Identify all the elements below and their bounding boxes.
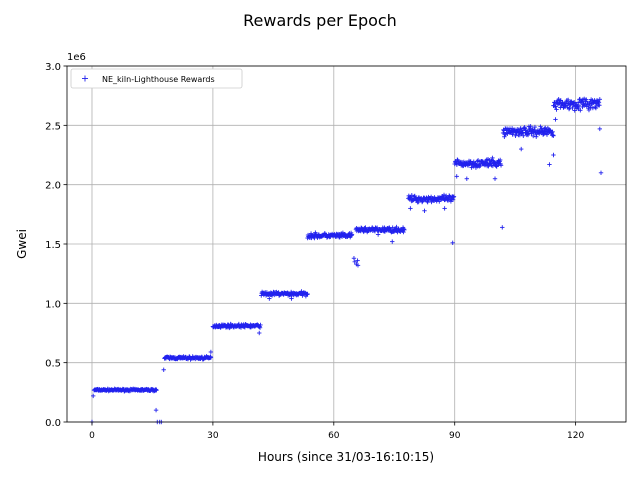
data-point-outlier (161, 367, 166, 372)
data-point (305, 291, 310, 297)
data-point (570, 105, 575, 111)
data-point-outlier (408, 206, 413, 211)
data-point-outlier (355, 258, 360, 263)
y-tick-label: 3.0 (45, 62, 61, 73)
y-tick-label: 2.5 (45, 121, 61, 132)
data-point (494, 164, 499, 169)
data-point-outlier (500, 225, 505, 230)
data-point-outlier (90, 393, 96, 399)
data-point-outlier (208, 349, 214, 355)
data-point (541, 131, 547, 136)
data-point (584, 97, 589, 102)
chart-title: Rewards per Epoch (243, 11, 397, 30)
legend-label: NE_kiln-Lighthouse Rewards (102, 75, 215, 84)
data-point-outlier (553, 117, 558, 122)
data-point-outlier (551, 152, 556, 158)
data-point (572, 108, 577, 113)
y-axis-label: Gwei (15, 229, 29, 259)
data-point (554, 107, 559, 112)
data-point-outlier (422, 208, 427, 213)
data-point-outlier (450, 240, 455, 246)
y-tick-label: 0.0 (45, 418, 61, 429)
x-tick-label: 120 (567, 431, 584, 441)
data-point-outlier (352, 259, 357, 264)
data-point-outlier (598, 170, 604, 175)
data-point (588, 105, 593, 110)
data-point (597, 103, 602, 108)
x-tick-label: 60 (328, 431, 340, 441)
data-point-outlier (464, 176, 470, 181)
data-point-outlier (355, 263, 361, 268)
x-tick-label: 90 (449, 431, 461, 441)
data-point (586, 107, 592, 113)
data-point (154, 388, 159, 393)
data-point-outlier (390, 239, 395, 244)
y-axis-ticks: 0.0 0.5 1.0 1.5 2.0 2.5 3.0 (45, 62, 67, 429)
data-point-outlier (153, 407, 159, 413)
legend: NE_kiln-Lighthouse Rewards (70, 68, 243, 89)
data-point (593, 105, 599, 111)
data-point (531, 133, 536, 139)
data-point-outlier (454, 174, 459, 179)
data-point (597, 97, 603, 102)
data-point-outlier (257, 330, 262, 336)
x-axis-label: Hours (since 31/03-16:10:15) (258, 450, 434, 464)
data-point (490, 155, 495, 161)
data-point-outlier (519, 146, 524, 152)
data-point (532, 124, 538, 130)
data-point-outlier (375, 232, 381, 237)
y-tick-label: 1.0 (45, 299, 61, 310)
data-point-outlier (597, 126, 603, 132)
data-point-outlier (547, 162, 552, 167)
data-point (558, 98, 564, 103)
legend-box (70, 68, 243, 89)
data-point (528, 124, 533, 129)
data-point (409, 193, 415, 198)
data-point (497, 157, 503, 163)
data-point-outlier (351, 256, 357, 261)
data-point (208, 355, 214, 360)
data-points (89, 96, 604, 425)
data-point (551, 133, 556, 138)
data-point (402, 227, 407, 233)
y-tick-label: 1.5 (45, 240, 61, 251)
y-tick-label: 0.5 (45, 359, 61, 370)
x-axis-ticks: 0 30 60 90 120 (89, 422, 584, 441)
data-point-outlier (267, 296, 272, 301)
x-tick-label: 0 (89, 431, 95, 441)
data-point-outlier (289, 296, 294, 301)
data-point (258, 322, 263, 328)
data-point (513, 133, 518, 139)
data-point (521, 133, 526, 138)
data-point (576, 103, 582, 108)
grid (67, 65, 626, 423)
data-point (578, 108, 583, 113)
data-point (565, 97, 571, 103)
x-tick-label: 30 (207, 431, 219, 441)
data-point-outlier (492, 176, 498, 181)
data-point-outlier (442, 206, 447, 211)
data-point (553, 104, 558, 109)
y-offset-label: 1e6 (67, 52, 86, 63)
legend-marker (82, 75, 88, 82)
y-tick-label: 2.0 (45, 181, 61, 192)
data-point (451, 194, 457, 199)
data-point (498, 163, 504, 168)
data-point (349, 232, 355, 237)
